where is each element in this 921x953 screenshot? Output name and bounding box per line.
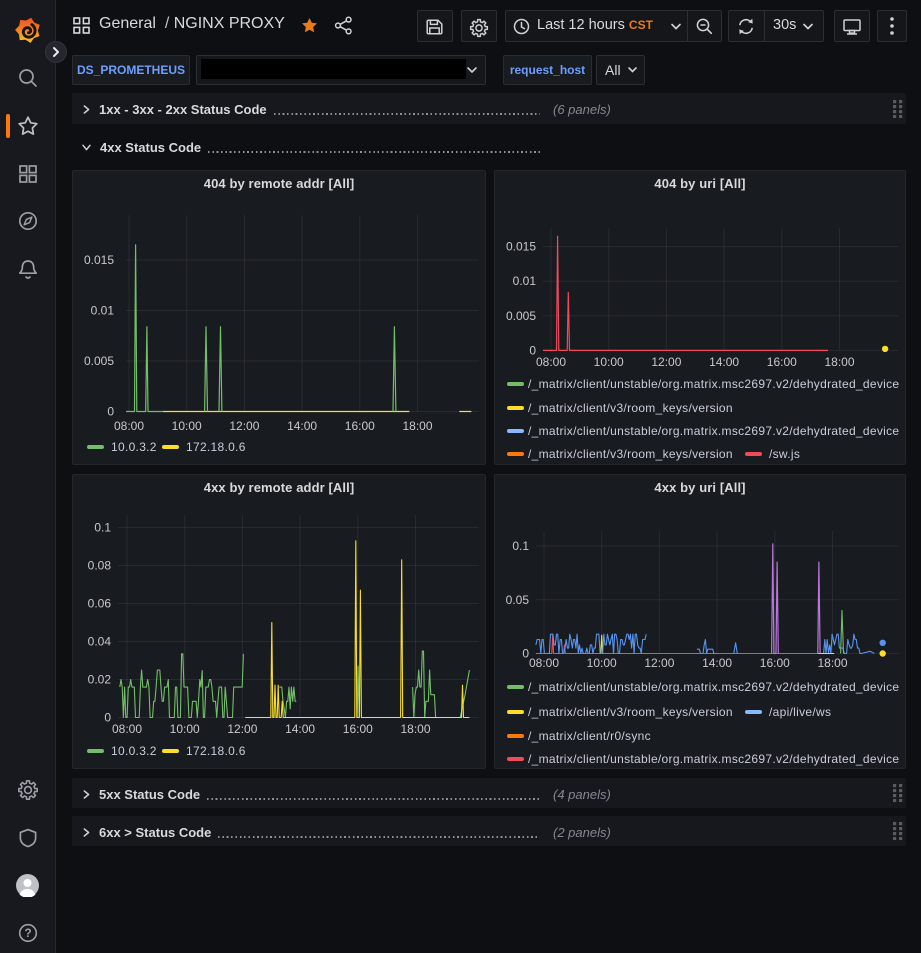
svg-text:0.1: 0.1 <box>94 521 111 535</box>
svg-text:16:00: 16:00 <box>760 656 790 670</box>
svg-text:08:00: 08:00 <box>114 419 144 433</box>
svg-text:0: 0 <box>529 343 536 357</box>
svg-text:10:00: 10:00 <box>587 656 617 670</box>
svg-text:12:00: 12:00 <box>644 656 674 670</box>
svg-text:0.05: 0.05 <box>506 593 530 607</box>
svg-text:14:00: 14:00 <box>702 656 732 670</box>
svg-text:08:00: 08:00 <box>529 656 559 670</box>
svg-text:0.01: 0.01 <box>513 274 537 288</box>
svg-text:18:00: 18:00 <box>400 722 430 736</box>
svg-text:?: ? <box>24 926 31 940</box>
svg-text:0.04: 0.04 <box>88 635 112 649</box>
svg-text:0: 0 <box>107 405 114 419</box>
svg-text:0.005: 0.005 <box>506 309 536 323</box>
svg-text:10:00: 10:00 <box>172 419 202 433</box>
svg-text:0.06: 0.06 <box>88 597 112 611</box>
svg-text:08:00: 08:00 <box>536 355 566 369</box>
svg-text:/_matrix/client/unstable/org.m: /_matrix/client/unstable/org.matrix.msc2… <box>528 424 899 438</box>
svg-text:12:00: 12:00 <box>651 355 681 369</box>
svg-text:08:00: 08:00 <box>112 722 142 736</box>
svg-text:16:00: 16:00 <box>345 419 375 433</box>
svg-text:0.01: 0.01 <box>91 304 115 318</box>
svg-text:/sw.js: /sw.js <box>769 447 800 461</box>
svg-text:0.005: 0.005 <box>84 354 114 368</box>
svg-text:/_matrix/client/r0/sync: /_matrix/client/r0/sync <box>528 729 651 743</box>
svg-text:14:00: 14:00 <box>287 419 317 433</box>
svg-text:10.0.3.2: 10.0.3.2 <box>111 440 157 454</box>
svg-text:0.02: 0.02 <box>88 673 112 687</box>
svg-text:10:00: 10:00 <box>594 355 624 369</box>
svg-text:/_matrix/client/unstable/org.m: /_matrix/client/unstable/org.matrix.msc2… <box>528 752 899 766</box>
svg-text:12:00: 12:00 <box>229 419 259 433</box>
svg-text:172.18.0.6: 172.18.0.6 <box>186 440 246 454</box>
svg-text:14:00: 14:00 <box>285 722 315 736</box>
svg-text:0.015: 0.015 <box>84 253 114 267</box>
svg-text:/_matrix/client/unstable/org.m: /_matrix/client/unstable/org.matrix.msc2… <box>528 377 899 391</box>
svg-text:10.0.3.2: 10.0.3.2 <box>111 744 157 758</box>
svg-text:0.1: 0.1 <box>512 539 529 553</box>
svg-text:16:00: 16:00 <box>343 722 373 736</box>
svg-text:10:00: 10:00 <box>170 722 200 736</box>
svg-text:/_matrix/client/v3/room_keys/v: /_matrix/client/v3/room_keys/version <box>528 705 733 719</box>
svg-text:/_matrix/client/unstable/org.m: /_matrix/client/unstable/org.matrix.msc2… <box>528 680 899 694</box>
svg-text:/_matrix/client/v3/room_keys/v: /_matrix/client/v3/room_keys/version <box>528 401 733 415</box>
svg-text:16:00: 16:00 <box>767 355 797 369</box>
svg-text:172.18.0.6: 172.18.0.6 <box>186 744 246 758</box>
svg-text:/api/live/ws: /api/live/ws <box>769 705 831 719</box>
svg-text:14:00: 14:00 <box>709 355 739 369</box>
svg-text:0: 0 <box>522 647 529 661</box>
svg-text:18:00: 18:00 <box>817 656 847 670</box>
svg-text:/_matrix/client/v3/room_keys/v: /_matrix/client/v3/room_keys/version <box>528 447 733 461</box>
svg-text:12:00: 12:00 <box>227 722 257 736</box>
svg-text:0: 0 <box>104 711 111 725</box>
svg-text:0.08: 0.08 <box>88 559 112 573</box>
svg-text:18:00: 18:00 <box>824 355 854 369</box>
svg-text:0.015: 0.015 <box>506 240 536 254</box>
svg-text:18:00: 18:00 <box>402 419 432 433</box>
